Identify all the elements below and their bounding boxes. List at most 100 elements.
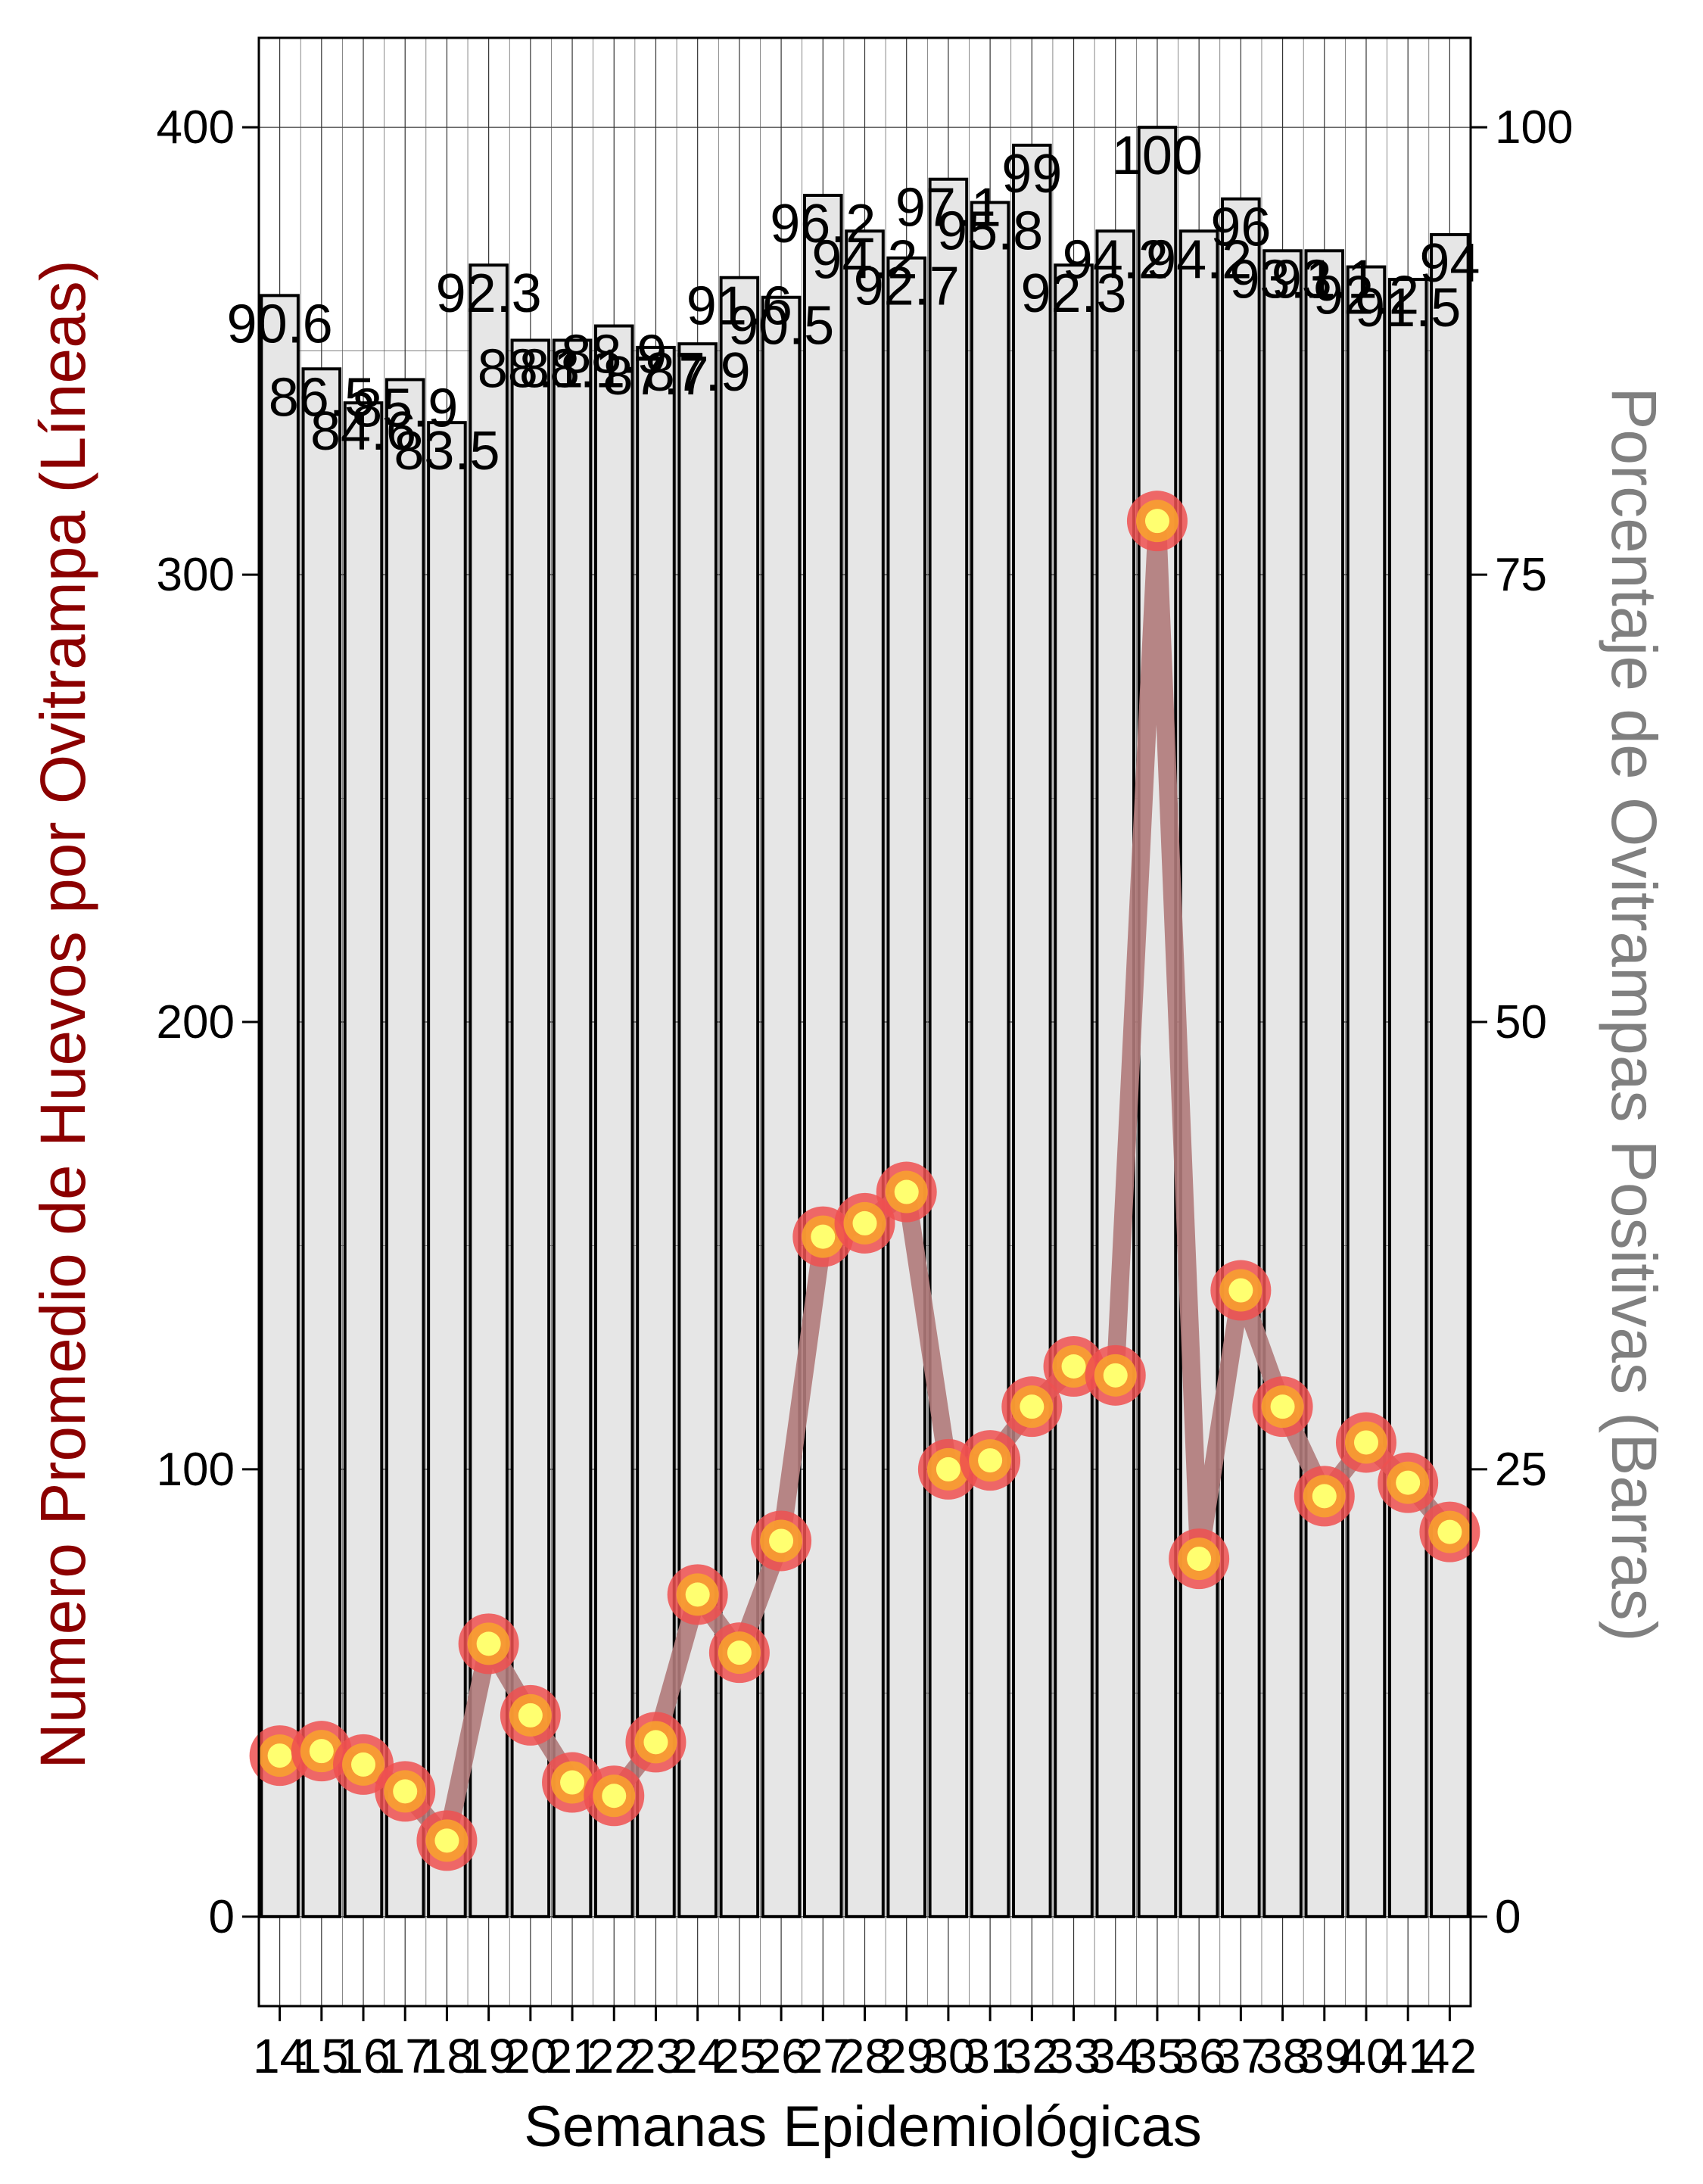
x-tick-label: 15 [294,2029,348,2083]
bar [886,256,926,1918]
bar [427,421,467,1918]
bar [1221,197,1261,1918]
bar [1387,278,1428,1918]
bar-label: 96 [1210,198,1271,258]
bar-label: 84.6 [310,401,416,462]
line-point [876,1161,937,1223]
line-point [500,1684,561,1746]
bar-label: 83.5 [394,421,500,481]
line-point-inner [852,1210,877,1235]
line-point-inner [518,1703,543,1728]
x-tick-label: 25 [712,2029,766,2083]
bar-label: 88.1 [478,338,584,399]
x-tick-label: 18 [420,2029,474,2083]
bar [636,345,676,1918]
line-point-inner [936,1457,960,1481]
line-point [1294,1466,1355,1527]
bar-label: 94.2 [1063,229,1169,290]
line-point [1085,1344,1146,1406]
x-tick-label: 22 [587,2029,641,2083]
bar-label: 93.1 [1229,249,1335,310]
x-tick-label: 40 [1339,2029,1393,2083]
x-tick-label: 14 [253,2029,307,2083]
bar [928,177,969,1918]
line-point [1335,1412,1396,1473]
line-point-inner [434,1828,459,1853]
line-point-inner [1187,1547,1212,1572]
bar-label: 87.9 [645,342,751,403]
line-point-inner [811,1224,836,1249]
y-right-tick-label: 25 [1495,1444,1547,1496]
bar-label: 96.2 [770,194,876,254]
x-tick-label: 16 [336,2029,390,2083]
line-point-inner [602,1784,627,1809]
line-point-inner [685,1582,710,1607]
line-point-inner [309,1739,334,1764]
line-point-inner [1312,1484,1337,1509]
line-point-inner [1270,1394,1295,1419]
bar [384,378,425,1918]
bar-label: 97.1 [895,178,1001,238]
x-tick-label: 36 [1172,2029,1226,2083]
y-right-tick-label: 50 [1495,996,1547,1048]
bar [260,294,300,1918]
y-axis-left-title: Numero Promedio de Huevos por Ovitrampa … [27,260,98,1769]
x-tick-label: 42 [1423,2029,1477,2083]
x-tick-label: 33 [1047,2029,1101,2083]
line-point [708,1622,770,1684]
bar-label: 85.9 [352,378,458,438]
line-point-inner [1353,1430,1378,1455]
x-tick-label: 24 [671,2029,724,2083]
x-tick-label: 34 [1088,2029,1142,2083]
y-axis-right-title: Porcentaje de Ovitrampas Positivas (Barr… [1599,387,1670,1641]
bar [1262,249,1303,1918]
line-point [917,1438,979,1500]
line-point [1210,1260,1272,1321]
line-point [1252,1376,1313,1438]
line-point [1378,1452,1439,1513]
x-tick-label: 27 [796,2029,850,2083]
bar [803,194,843,1918]
line-point-inner [1396,1470,1421,1495]
x-tick-label: 21 [545,2029,599,2083]
bar-label: 94.2 [811,229,917,290]
bar-label: 99 [1001,144,1062,204]
y-left-tick-label: 0 [209,1891,235,1943]
bar [593,324,634,1918]
y-left-tick-label: 300 [157,549,235,601]
line-point-inner [560,1770,585,1795]
bar-label: 88.1 [519,338,625,399]
bar [970,201,1010,1918]
line-point-inner [1061,1354,1086,1379]
x-tick-label: 39 [1297,2029,1351,2083]
x-tick-label: 35 [1130,2029,1184,2083]
line-point-inner [1020,1394,1045,1419]
y-right-tick-label: 100 [1495,101,1573,154]
bar-label: 90.6 [227,294,333,354]
bar-label: 92.3 [436,263,542,324]
line-point [584,1765,645,1827]
bar-label: 87.7 [602,346,708,407]
bar-label: 92.7 [854,257,960,317]
y-right-tick-label: 0 [1495,1891,1521,1943]
x-tick-label: 32 [1005,2029,1059,2083]
bar-labels-layer: 90.6 86.584.685.983.5 92.3 88.188.188.987.7… [227,126,1480,481]
y-left-tick-label: 400 [157,101,235,154]
bar [677,342,718,1918]
axes-layer: 0100200300400025507510014151617181920212… [157,36,1573,2083]
y-right-tick-label: 75 [1495,549,1547,601]
x-tick-label: 17 [378,2029,432,2083]
line-point [375,1761,436,1822]
line-point [1043,1336,1104,1397]
line-point-inner [727,1640,752,1665]
line-point-inner [894,1179,919,1204]
bar [1430,233,1470,1918]
line-point [960,1430,1021,1491]
bar-label: 86.5 [269,367,375,428]
bar [845,229,885,1918]
line-point [834,1192,895,1254]
x-tick-label: 38 [1256,2029,1309,2083]
line-point-inner [351,1752,376,1777]
